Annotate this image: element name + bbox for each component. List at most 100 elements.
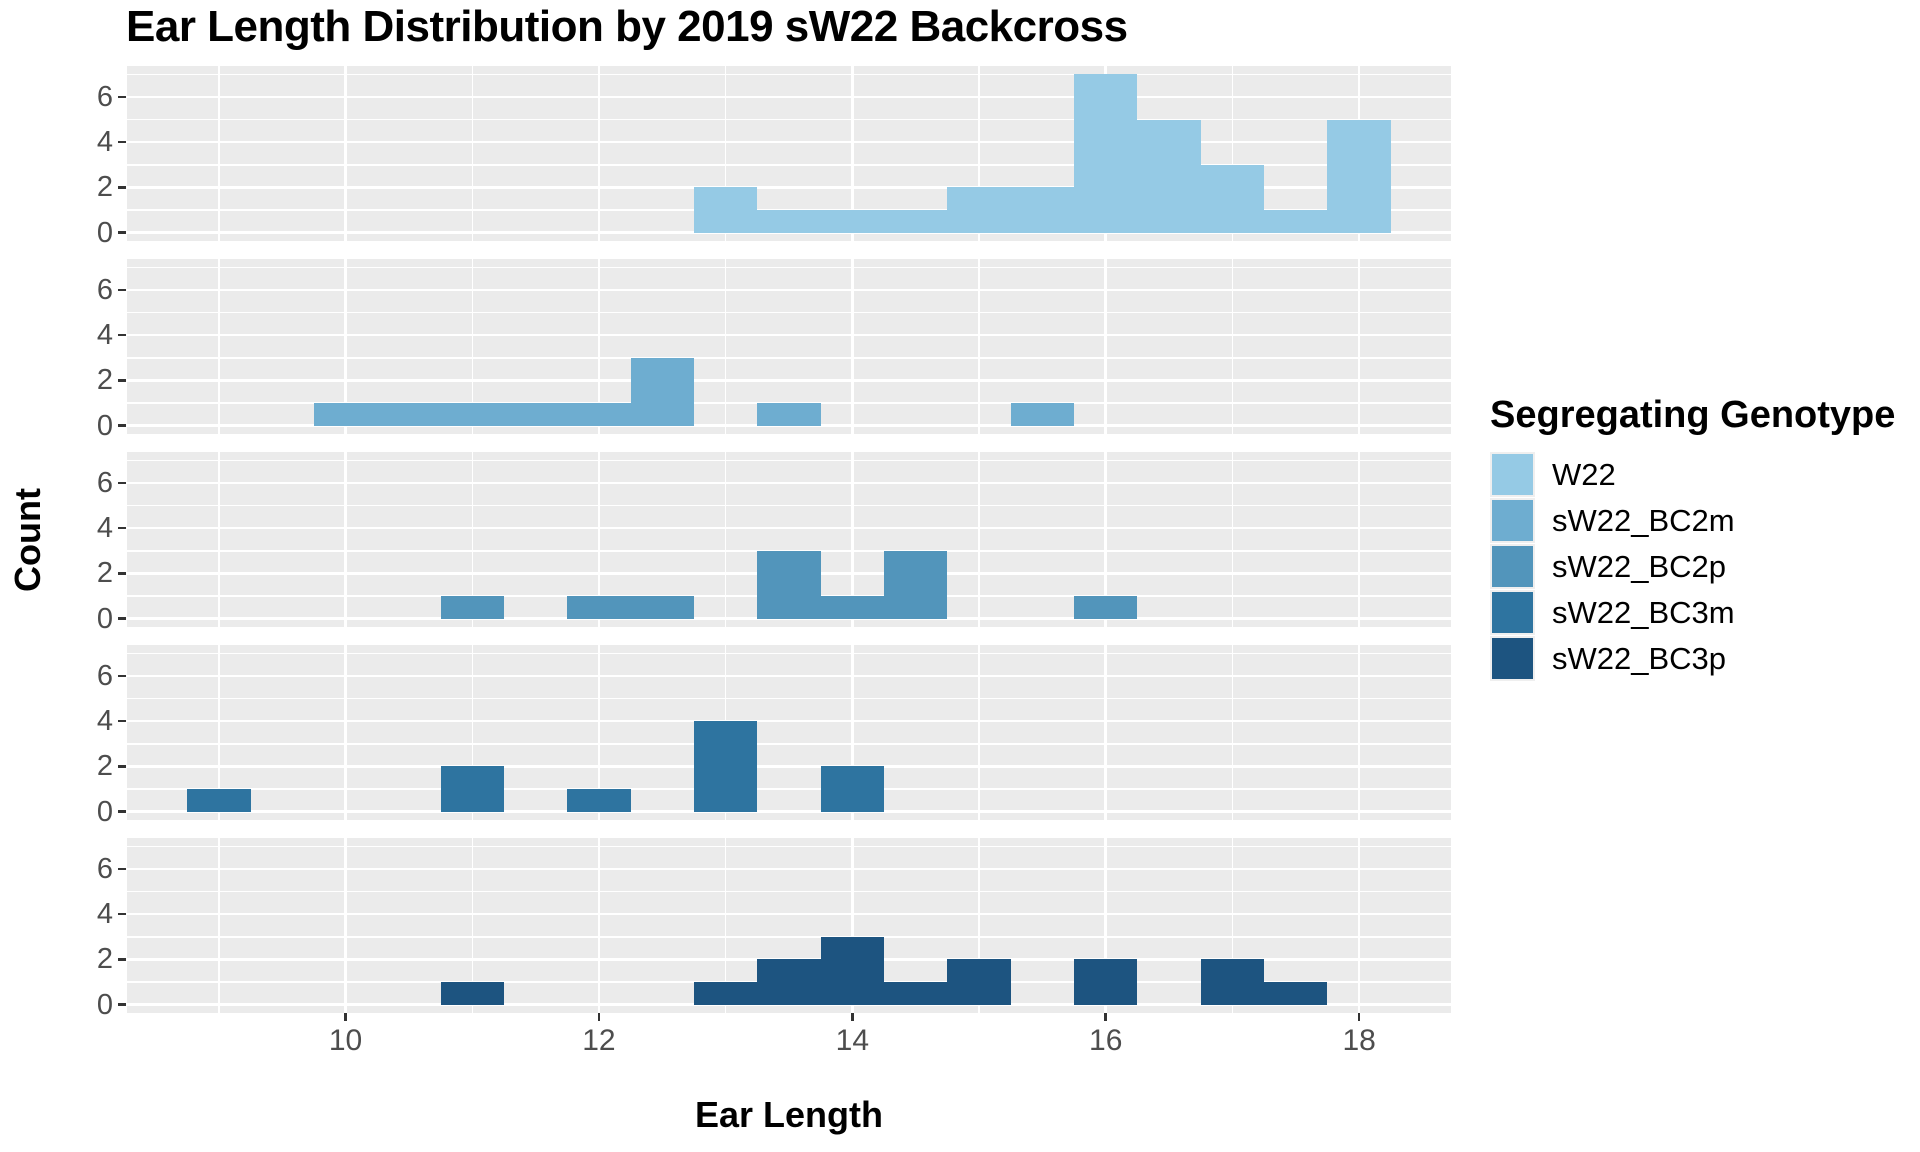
- x-minor-gridline: [978, 645, 980, 820]
- x-axis-tick: [1357, 1013, 1361, 1021]
- y-axis-tick: [118, 810, 126, 813]
- y-axis-tick: [118, 95, 126, 99]
- legend-item-label: W22: [1552, 456, 1616, 492]
- x-major-gridline: [597, 645, 601, 820]
- legend-item-sW22_BC3p: sW22_BC3p: [1490, 636, 1920, 681]
- histogram-bar: [884, 210, 948, 233]
- legend-item-sW22_BC2m: sW22_BC2m: [1490, 498, 1920, 543]
- y-major-gridline: [127, 333, 1451, 337]
- y-axis-tick: [118, 526, 126, 530]
- x-major-gridline: [1357, 838, 1361, 1013]
- y-major-gridline: [127, 379, 1451, 382]
- histogram-bar: [820, 596, 885, 619]
- y-minor-gridline: [127, 743, 1451, 745]
- x-minor-gridline: [1231, 66, 1234, 241]
- legend-key: [1490, 590, 1535, 635]
- y-major-gridline: [127, 1003, 1451, 1006]
- histogram-bar: [187, 789, 251, 812]
- legend-item-W22: W22: [1490, 452, 1920, 497]
- legend-key-swatch: [1492, 500, 1533, 541]
- histogram-bar: [693, 187, 758, 233]
- histogram-bar: [1264, 982, 1328, 1005]
- facet-panel-W22: [127, 66, 1451, 241]
- histogram-bar: [567, 403, 631, 426]
- x-major-gridline: [597, 452, 601, 627]
- x-minor-gridline: [218, 66, 220, 241]
- legend-title: Segregating Genotype: [1490, 394, 1896, 436]
- x-minor-gridline: [978, 259, 980, 434]
- histogram-bar: [630, 357, 694, 426]
- y-axis-tick: [118, 765, 126, 768]
- y-major-gridline: [127, 674, 1451, 678]
- legend-key: [1490, 452, 1535, 497]
- y-minor-gridline: [127, 697, 1451, 700]
- y-tick-label: 2: [96, 750, 113, 783]
- y-tick-label: 6: [96, 659, 113, 692]
- y-axis-tick: [118, 288, 126, 292]
- y-axis-tick: [118, 719, 126, 723]
- histogram-bar: [1327, 119, 1391, 233]
- histogram-bar: [884, 550, 948, 619]
- histogram-bar: [693, 982, 758, 1005]
- x-minor-gridline: [978, 838, 980, 1013]
- facet-panel-sW22_BC2p: [127, 452, 1451, 627]
- x-major-gridline: [1357, 645, 1361, 820]
- y-minor-gridline: [127, 164, 1451, 166]
- y-axis-tick: [118, 958, 126, 961]
- histogram-bar: [313, 403, 378, 426]
- legend-item-label: sW22_BC2p: [1552, 548, 1727, 584]
- y-major-gridline: [127, 526, 1451, 530]
- y-major-gridline: [127, 810, 1451, 813]
- histogram-bar: [1010, 403, 1075, 426]
- y-major-gridline: [127, 481, 1451, 485]
- legend-item-sW22_BC3m: sW22_BC3m: [1490, 590, 1920, 635]
- histogram-bar: [820, 936, 885, 1005]
- legend-key: [1490, 636, 1535, 681]
- x-tick-label: 12: [582, 1024, 616, 1057]
- legend-items: W22 sW22_BC2m sW22_BC2p sW22_BC3m sW22_BC3p: [1490, 452, 1920, 681]
- x-major-gridline: [1357, 452, 1361, 627]
- legend-key: [1490, 544, 1535, 589]
- y-minor-gridline: [127, 936, 1451, 938]
- x-minor-gridline: [471, 838, 473, 1013]
- x-axis-title: Ear Length: [694, 1094, 883, 1135]
- x-minor-gridline: [978, 66, 980, 241]
- x-major-gridline: [344, 66, 347, 241]
- x-major-gridline: [344, 452, 347, 627]
- legend-item-label: sW22_BC2m: [1552, 502, 1735, 538]
- histogram-bar: [757, 403, 821, 426]
- histogram-bar: [884, 982, 948, 1005]
- legend-item-sW22_BC2p: sW22_BC2p: [1490, 544, 1920, 589]
- x-minor-gridline: [724, 452, 727, 627]
- legend: Segregating Genotype W22 sW22_BC2m sW22_BC…: [1490, 393, 1920, 682]
- histogram-bar: [1200, 959, 1265, 1005]
- y-axis-tick: [118, 140, 126, 144]
- y-axis-tick: [118, 424, 126, 427]
- y-tick-label: 2: [96, 171, 113, 204]
- y-axis-tick: [118, 867, 126, 871]
- x-major-gridline: [851, 259, 854, 434]
- histogram-bar: [440, 596, 504, 619]
- y-minor-gridline: [127, 504, 1451, 507]
- x-major-gridline: [344, 259, 347, 434]
- histogram-bar: [757, 550, 821, 619]
- x-minor-gridline: [471, 452, 473, 627]
- y-major-gridline: [127, 765, 1451, 768]
- y-tick-label: 0: [96, 409, 113, 442]
- y-tick-label: 2: [96, 943, 113, 976]
- y-axis-tick: [118, 572, 126, 575]
- y-major-gridline: [127, 424, 1451, 427]
- y-major-gridline: [127, 867, 1451, 871]
- x-minor-gridline: [218, 452, 220, 627]
- y-tick-label: 4: [96, 512, 113, 545]
- y-minor-gridline: [127, 73, 1451, 76]
- x-major-gridline: [1104, 259, 1107, 434]
- y-major-gridline: [127, 719, 1451, 723]
- y-tick-label: 6: [96, 466, 113, 499]
- facet-panel-sW22_BC3p: [127, 838, 1451, 1013]
- y-axis-tick: [118, 333, 126, 337]
- y-axis-tick: [118, 186, 126, 189]
- y-minor-gridline: [127, 652, 1451, 655]
- y-tick-label: 6: [96, 80, 113, 113]
- x-minor-gridline: [1231, 259, 1234, 434]
